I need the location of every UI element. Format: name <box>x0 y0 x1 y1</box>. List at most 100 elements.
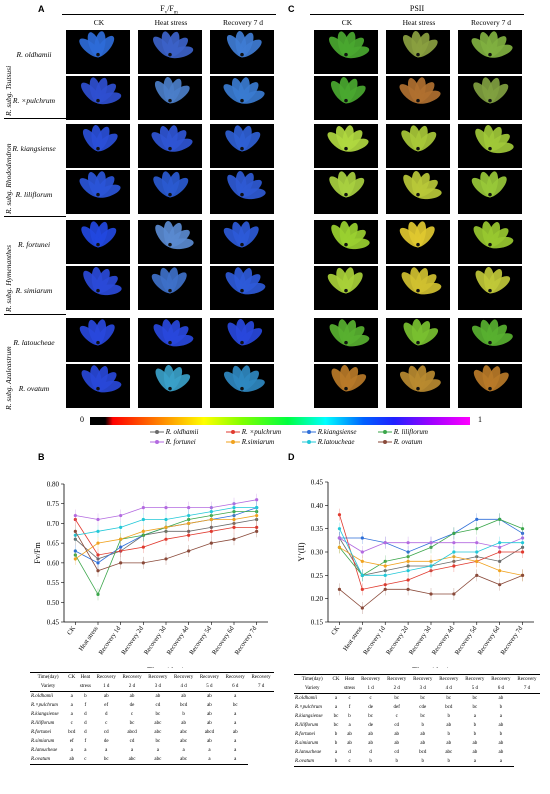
y-tick-label: 0.70 <box>47 520 60 528</box>
table-cell: a <box>234 694 237 699</box>
data-point <box>96 553 100 557</box>
table-cell: cd <box>103 730 109 735</box>
fvfm-leaf-image <box>210 170 274 214</box>
table-row: R.×pulchrum a f de def cde bcd bc b <box>294 703 540 712</box>
table-variety-cell: R.simiarum <box>31 739 55 744</box>
table-cell: ef <box>104 703 109 708</box>
table-header-cell: Heat <box>341 674 358 684</box>
table-cell: a <box>156 748 159 753</box>
table-row: R.kiangsiense a d d c bc b ab a <box>30 710 274 719</box>
table-cell: b <box>499 705 503 710</box>
data-point <box>209 541 213 545</box>
y-axis-label: Fv/Fm <box>33 542 42 564</box>
table-header: Time(day) CK Heat Recovery Recovery Recovery R… <box>294 674 540 694</box>
group-separator <box>4 216 66 217</box>
table-cell: a <box>334 705 338 710</box>
fvfm-leaf-image <box>138 76 202 120</box>
data-point <box>475 517 479 521</box>
table-header-cell: stress <box>341 684 358 694</box>
data-point <box>187 533 191 537</box>
table-header-cell <box>66 682 78 692</box>
table-header-cell: Heat <box>77 672 94 682</box>
table-cell: bc <box>420 696 426 701</box>
table-cell: a <box>70 748 73 753</box>
table-cell: de <box>103 739 109 744</box>
panel-c-title: PSII <box>409 4 425 13</box>
panel-a-title-v: v <box>165 11 168 16</box>
data-point <box>406 587 410 591</box>
y-tick-label: 0.60 <box>47 559 60 567</box>
table-cell: a <box>196 755 223 765</box>
data-point <box>96 541 100 545</box>
table-cell: ab <box>181 694 186 699</box>
panel-c-col-heat: Heat stress <box>402 18 436 27</box>
data-point <box>73 557 77 561</box>
colorbar <box>90 417 470 425</box>
psii-leaf-image <box>458 266 522 310</box>
legend-label: R.simiarum <box>240 438 275 446</box>
table-cell: a <box>334 750 338 755</box>
data-point <box>475 573 479 577</box>
species-row-label: R. latoucheae <box>13 338 55 347</box>
table-cell: b <box>499 732 503 737</box>
table-cell: abc <box>180 739 188 744</box>
data-point <box>360 559 364 563</box>
psii-leaf-image <box>314 30 378 74</box>
y-tick-label: 0.45 <box>311 479 324 487</box>
data-point <box>232 537 236 541</box>
table-header: Time(day) CK Heat Recovery Recovery Recovery R… <box>30 672 274 692</box>
data-point <box>119 513 123 518</box>
table-variety-cell: R.latoucheae <box>31 748 58 753</box>
legend-label: R. ovatum <box>392 438 423 446</box>
table-header-cell: Variety <box>294 684 331 694</box>
x-axis-label: Time(day) <box>147 666 185 668</box>
table-cell: ab <box>207 739 212 744</box>
legend-label: R. liliflorum <box>392 428 428 436</box>
table-cell: c <box>341 757 358 767</box>
psii-leaf-image <box>386 170 450 214</box>
fvfm-leaf-image <box>210 76 274 120</box>
table-cell: c <box>348 696 351 701</box>
data-point <box>498 517 502 521</box>
species-row-label: R. fortunei <box>17 240 51 249</box>
table-cell: b <box>447 732 451 737</box>
legend-item: R.latoucheae <box>302 438 355 446</box>
data-point <box>96 529 100 533</box>
psii-leaf-image <box>314 266 378 310</box>
table-cell: a <box>234 721 237 726</box>
data-point <box>255 529 259 533</box>
data-point <box>452 541 456 545</box>
data-point <box>475 550 479 554</box>
data-point <box>73 513 77 518</box>
legend-item: R.simiarum <box>226 438 274 446</box>
table-cell: ab <box>498 741 504 746</box>
table-cell: bc <box>472 705 478 710</box>
table-cell: bcd <box>445 705 453 710</box>
table-row: R.×pulchrum a f ef de cd bcd ab bc <box>30 701 274 710</box>
data-point <box>119 545 123 549</box>
table-cell: ab <box>207 694 212 699</box>
table-variety-cell: R.latoucheae <box>295 750 322 755</box>
table-cell: ab <box>155 694 161 699</box>
data-point <box>209 517 213 522</box>
significance-table-fvfm: Time(day) CK Heat Recovery Recovery Recovery R… <box>30 672 274 765</box>
data-point <box>141 545 145 549</box>
table-row: R.latoucheae a d d cd bcd abc ab ab <box>294 748 540 757</box>
table-cell: bc <box>446 696 452 701</box>
panel-a-title-m: m <box>174 11 178 16</box>
fvfm-leaf-image <box>66 170 130 214</box>
table-cell: a <box>182 748 185 753</box>
table-cell: a <box>487 757 514 767</box>
group-rhododendron-label: R. subg. Rhododendron <box>4 143 13 214</box>
panel-a-col-ck: CK <box>93 18 105 27</box>
table-variety-cell: R.fortunei <box>295 732 316 737</box>
table-header-cell: 5 d <box>461 684 488 694</box>
table-cell: a <box>84 748 87 753</box>
y-tick-label: 0.55 <box>47 579 60 587</box>
psii-leaf-image <box>458 30 522 74</box>
data-point <box>141 517 145 522</box>
table-row: R.liliflorum c d c bc abc ab ab a <box>30 719 274 728</box>
table-header-cell: 6 d <box>487 684 514 694</box>
y-tick-label: 0.15 <box>311 619 324 627</box>
panel-d-letter: D <box>288 452 295 462</box>
